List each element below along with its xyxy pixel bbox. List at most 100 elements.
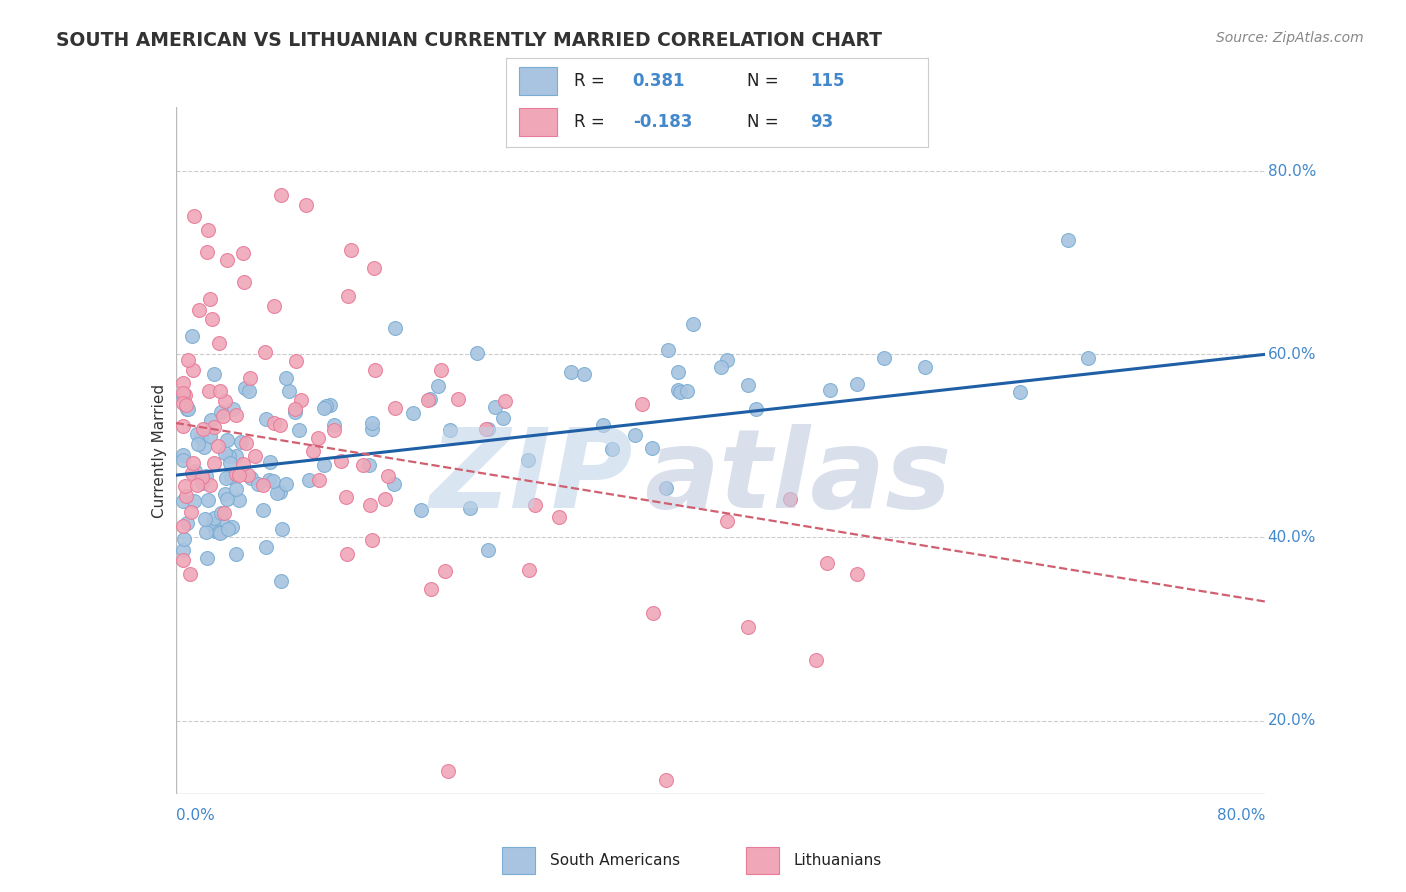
Point xyxy=(172,543,194,558)
Point xyxy=(202,419,225,434)
Text: 20.0%: 20.0% xyxy=(1268,713,1316,728)
Point xyxy=(263,299,285,313)
Point xyxy=(228,468,250,483)
Text: SOUTH AMERICAN VS LITHUANIAN CURRENTLY MARRIED CORRELATION CHART: SOUTH AMERICAN VS LITHUANIAN CURRENTLY M… xyxy=(56,31,882,50)
Point xyxy=(278,384,301,398)
Point xyxy=(288,423,311,437)
FancyBboxPatch shape xyxy=(519,108,557,136)
Point xyxy=(269,484,291,499)
Text: 40.0%: 40.0% xyxy=(1268,530,1316,545)
Point xyxy=(219,456,242,470)
Point xyxy=(285,354,308,368)
Point xyxy=(560,366,582,380)
Point xyxy=(779,492,801,507)
Point xyxy=(298,473,321,487)
Point xyxy=(254,540,277,554)
Point xyxy=(225,408,247,422)
Point xyxy=(190,429,212,443)
Point xyxy=(276,371,298,385)
Point xyxy=(257,473,280,487)
Point xyxy=(228,493,250,508)
Text: ZIP: ZIP xyxy=(430,425,633,532)
Point xyxy=(270,188,292,202)
Point xyxy=(204,524,226,538)
Point xyxy=(172,396,194,410)
Point xyxy=(873,351,896,365)
Point xyxy=(477,542,499,557)
Point xyxy=(284,402,307,417)
Point xyxy=(176,489,198,503)
Point xyxy=(427,379,450,393)
Point xyxy=(631,397,654,411)
Text: R =: R = xyxy=(574,113,605,131)
Point xyxy=(360,533,382,547)
Point xyxy=(187,302,209,317)
Point xyxy=(207,335,229,350)
Point xyxy=(465,345,488,359)
Point xyxy=(172,385,194,400)
Point xyxy=(737,620,759,634)
Point xyxy=(492,410,515,425)
FancyBboxPatch shape xyxy=(745,847,779,874)
Point xyxy=(217,253,239,268)
Point xyxy=(716,353,738,368)
Point xyxy=(657,343,679,357)
Point xyxy=(214,446,236,460)
Point xyxy=(675,384,697,398)
Point xyxy=(217,522,239,536)
Point xyxy=(352,458,374,472)
Point xyxy=(329,454,352,468)
Text: R =: R = xyxy=(574,72,605,90)
Text: 93: 93 xyxy=(810,113,834,131)
Point xyxy=(517,453,540,467)
Point xyxy=(655,481,678,495)
Point xyxy=(187,437,209,451)
Point xyxy=(180,505,202,519)
Point xyxy=(225,547,247,561)
Point xyxy=(184,464,207,478)
Point xyxy=(641,606,664,620)
Point xyxy=(430,362,453,376)
Point xyxy=(710,360,733,375)
Point xyxy=(202,456,225,470)
Point xyxy=(744,401,766,416)
Point xyxy=(236,468,259,483)
Point xyxy=(174,398,197,412)
Text: 0.381: 0.381 xyxy=(633,72,685,90)
Point xyxy=(172,553,194,567)
Point xyxy=(323,424,346,438)
Point xyxy=(194,468,217,483)
Point xyxy=(600,442,623,457)
Point xyxy=(592,418,614,433)
Point xyxy=(666,383,689,397)
Text: 80.0%: 80.0% xyxy=(1268,163,1316,178)
Point xyxy=(198,292,221,306)
Text: atlas: atlas xyxy=(644,425,952,532)
Point xyxy=(494,394,516,409)
Point xyxy=(177,401,200,416)
Point xyxy=(359,458,381,472)
Point xyxy=(177,352,200,367)
Point xyxy=(191,422,214,436)
Point xyxy=(314,458,336,473)
Point xyxy=(215,471,238,485)
Point xyxy=(290,392,312,407)
Point xyxy=(364,363,387,377)
Point xyxy=(259,455,281,469)
Point xyxy=(172,376,194,391)
Point xyxy=(547,510,569,524)
Point xyxy=(361,422,384,436)
Point xyxy=(384,401,406,415)
Point xyxy=(221,402,243,417)
Point xyxy=(319,397,342,411)
Point xyxy=(195,245,218,260)
Point xyxy=(682,318,704,332)
Point xyxy=(198,478,221,492)
Point xyxy=(243,449,266,463)
Point xyxy=(202,511,225,525)
Point xyxy=(335,490,357,504)
Point xyxy=(312,401,335,415)
Point xyxy=(239,471,262,485)
Point xyxy=(239,371,262,385)
Point xyxy=(197,493,219,508)
